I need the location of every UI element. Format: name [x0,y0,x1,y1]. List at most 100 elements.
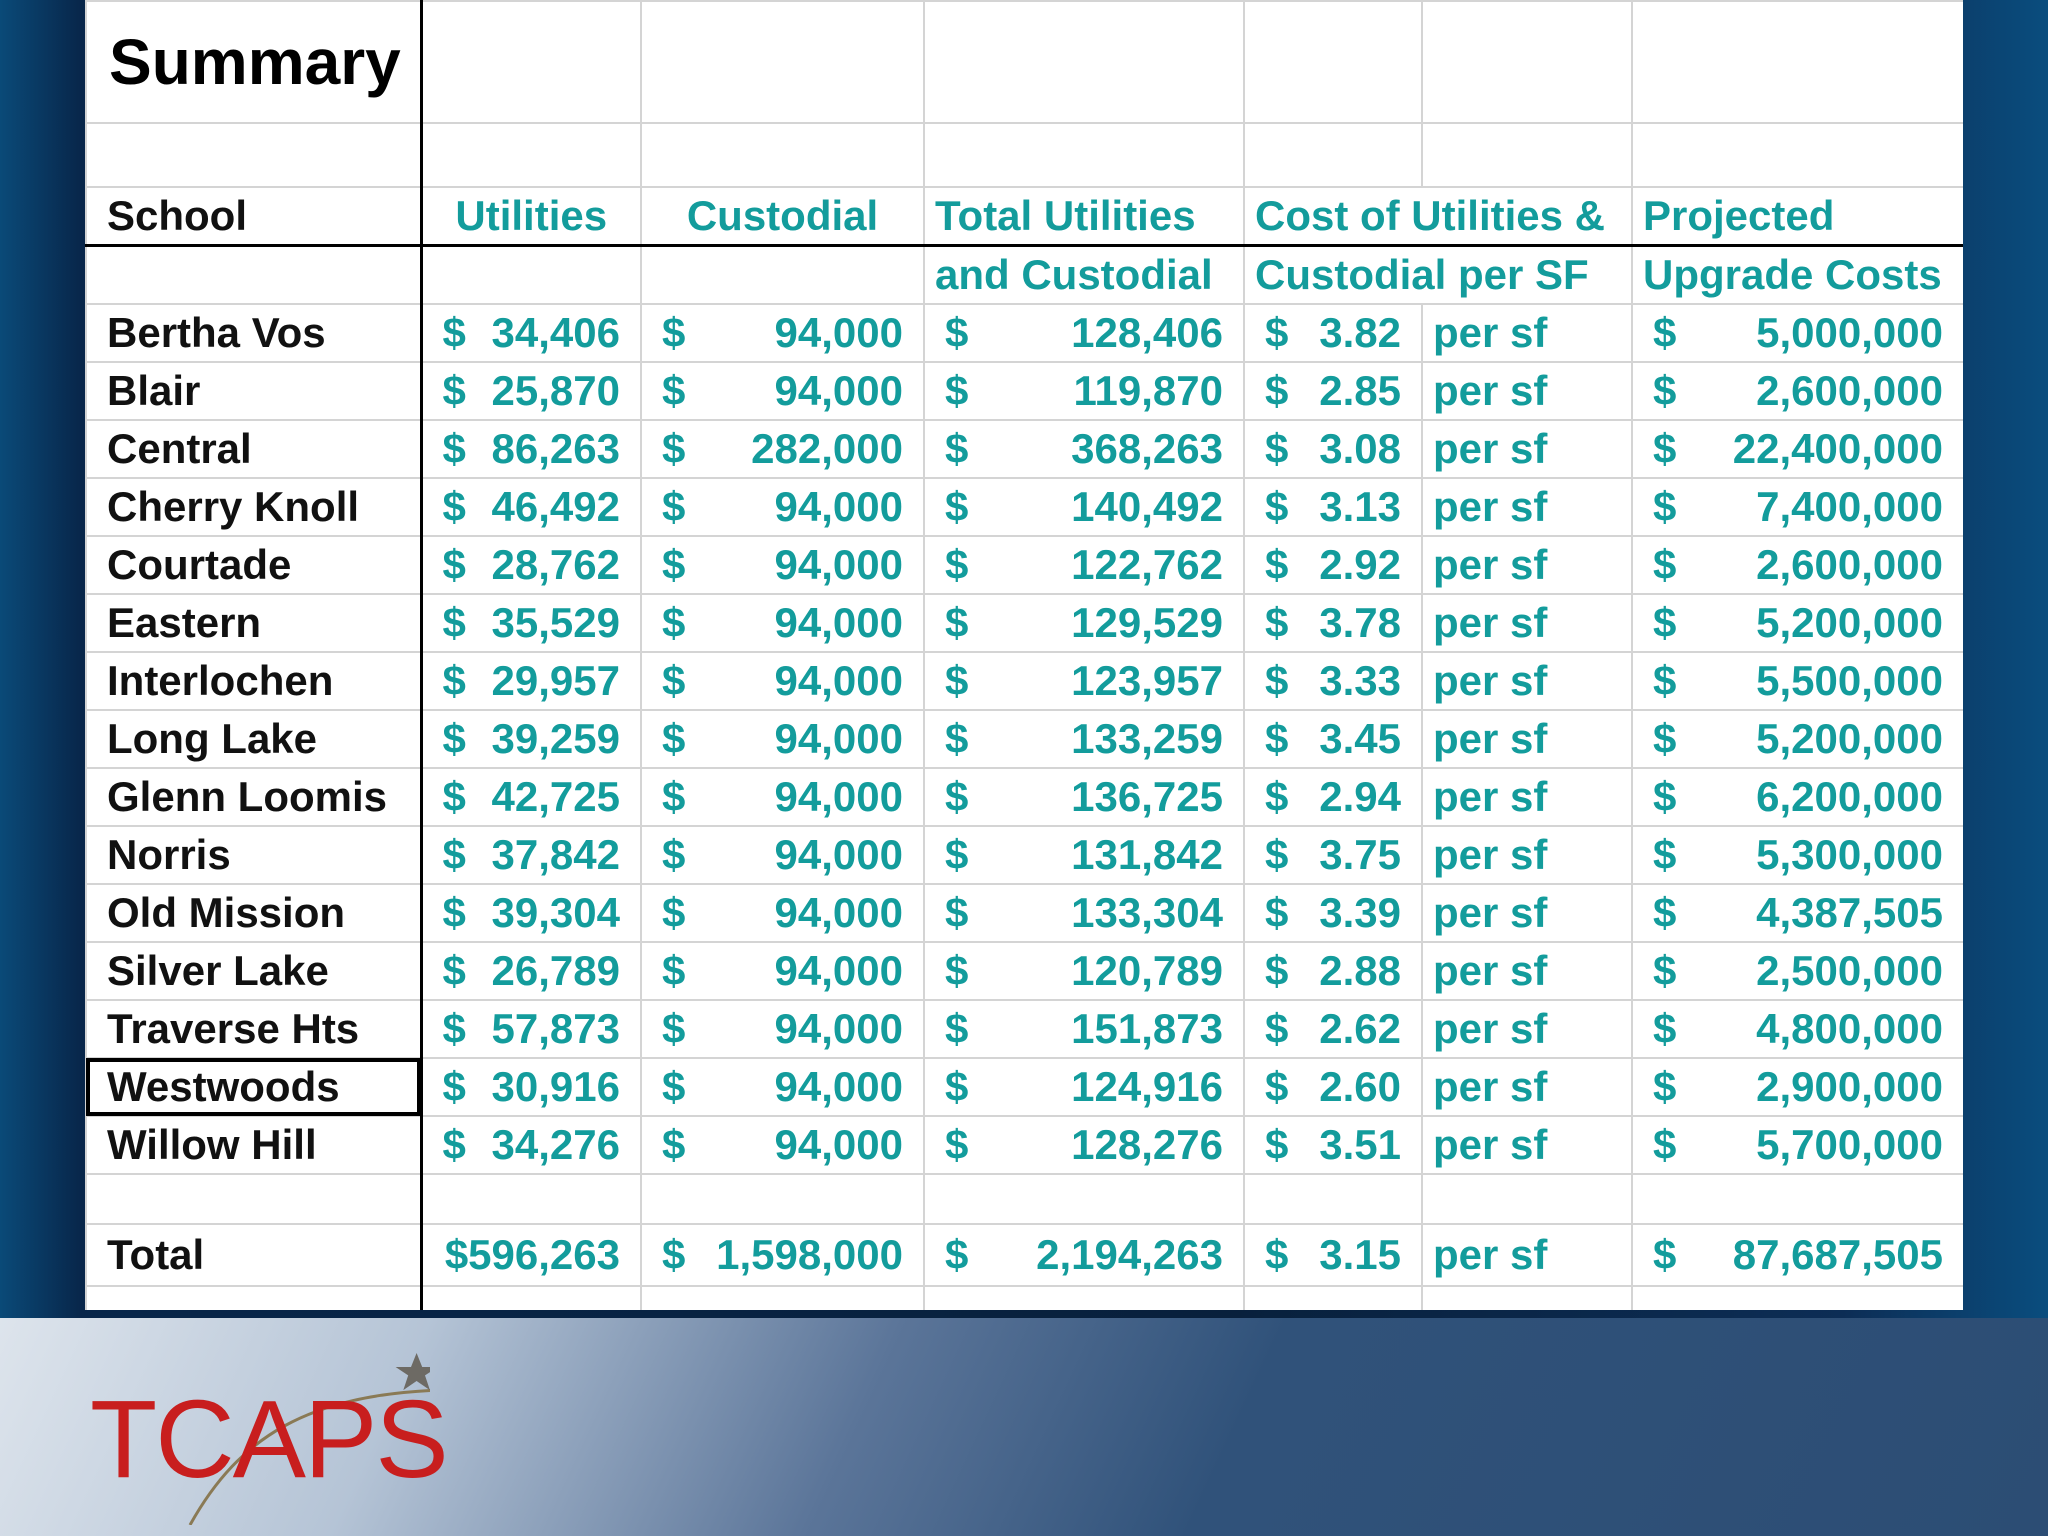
empty-cell[interactable] [923,0,1245,124]
empty-cell[interactable] [1421,1173,1633,1225]
cost-cell[interactable]: $2.92 [1243,535,1423,595]
total-cell[interactable]: $133,259 [923,709,1245,769]
cost-cell[interactable]: $3.15 [1243,1223,1423,1287]
empty-cell[interactable] [640,1285,925,1310]
total-cell[interactable]: $119,870 [923,361,1245,421]
total-cell[interactable]: $122,762 [923,535,1245,595]
per-sf-cell[interactable]: per sf [1421,535,1633,595]
projected-cell[interactable]: $2,500,000 [1631,941,1963,1001]
total-cell[interactable]: $140,492 [923,477,1245,537]
per-sf-cell[interactable]: per sf [1421,941,1633,1001]
cost-cell[interactable]: $3.08 [1243,419,1423,479]
total-cell[interactable]: $129,529 [923,593,1245,653]
per-sf-cell[interactable]: per sf [1421,419,1633,479]
empty-cell[interactable] [1631,1173,1963,1225]
empty-cell[interactable] [923,1173,1245,1225]
utilities-cell[interactable]: $26,789 [420,941,642,1001]
school-name-cell[interactable]: Cherry Knoll [85,477,423,537]
school-name-cell[interactable]: Bertha Vos [85,303,423,363]
cost-cell[interactable]: $3.75 [1243,825,1423,885]
cost-cell[interactable]: $2.60 [1243,1057,1423,1117]
custodial-cell[interactable]: $94,000 [640,1115,925,1175]
utilities-cell[interactable]: $39,259 [420,709,642,769]
cost-cell[interactable]: $3.45 [1243,709,1423,769]
empty-cell[interactable] [85,1173,423,1225]
total-cell[interactable]: $123,957 [923,651,1245,711]
total-label-cell[interactable]: Total [85,1223,423,1287]
per-sf-cell[interactable]: per sf [1421,651,1633,711]
header-custodial[interactable]: Custodial [640,186,925,247]
custodial-cell[interactable]: $94,000 [640,1057,925,1117]
projected-cell[interactable]: $6,200,000 [1631,767,1963,827]
projected-cell[interactable]: $87,687,505 [1631,1223,1963,1287]
projected-cell[interactable]: $4,800,000 [1631,999,1963,1059]
cost-cell[interactable]: $2.88 [1243,941,1423,1001]
sheet-title[interactable]: Summary [85,0,423,124]
utilities-cell[interactable]: $42,725 [420,767,642,827]
empty-cell[interactable] [420,1173,642,1225]
empty-cell[interactable] [85,244,423,305]
empty-cell[interactable] [420,122,642,188]
per-sf-cell[interactable]: per sf [1421,1057,1633,1117]
total-cell[interactable]: $151,873 [923,999,1245,1059]
projected-cell[interactable]: $5,200,000 [1631,709,1963,769]
per-sf-cell[interactable]: per sf [1421,1223,1633,1287]
empty-cell[interactable] [1421,1285,1633,1310]
school-name-cell[interactable]: Norris [85,825,423,885]
per-sf-cell[interactable]: per sf [1421,361,1633,421]
cost-cell[interactable]: $2.62 [1243,999,1423,1059]
total-cell[interactable]: $368,263 [923,419,1245,479]
custodial-cell[interactable]: $94,000 [640,361,925,421]
empty-cell[interactable] [1243,122,1423,188]
utilities-cell[interactable]: $46,492 [420,477,642,537]
empty-cell[interactable] [420,244,642,305]
header-cost-line1[interactable]: Cost of Utilities & [1243,186,1633,247]
empty-cell[interactable] [1631,122,1963,188]
cost-cell[interactable]: $3.78 [1243,593,1423,653]
total-cell[interactable]: $133,304 [923,883,1245,943]
custodial-cell[interactable]: $94,000 [640,767,925,827]
projected-cell[interactable]: $5,200,000 [1631,593,1963,653]
school-name-cell[interactable]: Old Mission [85,883,423,943]
empty-cell[interactable] [420,0,642,124]
school-name-cell[interactable]: Westwoods [85,1057,423,1117]
total-cell[interactable]: $120,789 [923,941,1245,1001]
school-name-cell[interactable]: Long Lake [85,709,423,769]
empty-cell[interactable] [1421,122,1633,188]
header-utilities[interactable]: Utilities [420,186,642,247]
utilities-cell[interactable]: $37,842 [420,825,642,885]
per-sf-cell[interactable]: per sf [1421,477,1633,537]
custodial-cell[interactable]: $94,000 [640,825,925,885]
projected-cell[interactable]: $2,600,000 [1631,535,1963,595]
empty-cell[interactable] [85,122,423,188]
empty-cell[interactable] [1631,1285,1963,1310]
total-cell[interactable]: $128,276 [923,1115,1245,1175]
custodial-cell[interactable]: $94,000 [640,709,925,769]
utilities-cell[interactable]: $39,304 [420,883,642,943]
school-name-cell[interactable]: Willow Hill [85,1115,423,1175]
custodial-cell[interactable]: $94,000 [640,999,925,1059]
custodial-cell[interactable]: $94,000 [640,593,925,653]
empty-cell[interactable] [1243,0,1423,124]
total-cell[interactable]: $124,916 [923,1057,1245,1117]
header-total-line2[interactable]: and Custodial [923,244,1245,305]
custodial-cell[interactable]: $1,598,000 [640,1223,925,1287]
cost-cell[interactable]: $3.13 [1243,477,1423,537]
utilities-cell[interactable]: $30,916 [420,1057,642,1117]
school-name-cell[interactable]: Interlochen [85,651,423,711]
header-cost-line2[interactable]: Custodial per SF [1243,244,1633,305]
projected-cell[interactable]: $5,700,000 [1631,1115,1963,1175]
empty-cell[interactable] [1243,1285,1423,1310]
utilities-cell[interactable]: $34,276 [420,1115,642,1175]
projected-cell[interactable]: $5,500,000 [1631,651,1963,711]
per-sf-cell[interactable]: per sf [1421,883,1633,943]
cost-cell[interactable]: $2.94 [1243,767,1423,827]
total-cell[interactable]: $136,725 [923,767,1245,827]
empty-cell[interactable] [1631,0,1963,124]
utilities-cell[interactable]: $25,870 [420,361,642,421]
total-cell[interactable]: $2,194,263 [923,1223,1245,1287]
cost-cell[interactable]: $3.51 [1243,1115,1423,1175]
projected-cell[interactable]: $7,400,000 [1631,477,1963,537]
per-sf-cell[interactable]: per sf [1421,1115,1633,1175]
school-name-cell[interactable]: Traverse Hts [85,999,423,1059]
